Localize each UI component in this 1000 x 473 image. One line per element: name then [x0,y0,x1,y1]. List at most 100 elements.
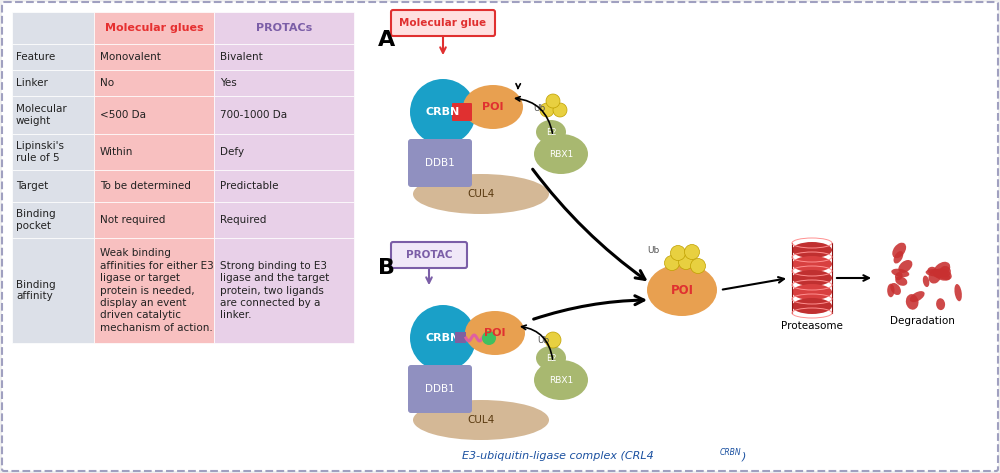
Ellipse shape [792,270,832,286]
Text: Not required: Not required [100,215,165,225]
Ellipse shape [792,256,832,272]
FancyArrowPatch shape [516,96,553,133]
Ellipse shape [892,243,906,258]
Ellipse shape [891,269,909,277]
Circle shape [482,331,496,345]
Text: Linker: Linker [16,78,48,88]
FancyBboxPatch shape [391,242,467,268]
Bar [94,96,214,134]
Text: Lipinski's
rule of 5: Lipinski's rule of 5 [16,141,64,163]
Ellipse shape [928,269,941,284]
Bar [12,170,94,202]
Text: CRBN: CRBN [426,107,460,117]
Bar [214,170,354,202]
Text: PROTAC: PROTAC [406,250,452,260]
Ellipse shape [792,298,832,314]
Text: Bivalent: Bivalent [220,52,263,62]
Text: Molecular
weight: Molecular weight [16,104,67,126]
Ellipse shape [792,242,832,258]
Bar [214,134,354,170]
Ellipse shape [534,360,588,400]
Text: Yes: Yes [220,78,237,88]
FancyArrowPatch shape [534,296,644,319]
Bar [94,238,214,343]
Ellipse shape [895,276,907,286]
Text: E2: E2 [546,353,556,362]
Text: 700-1000 Da: 700-1000 Da [220,110,287,120]
Ellipse shape [895,272,903,280]
Text: <500 Da: <500 Da [100,110,146,120]
Text: Molecular glues: Molecular glues [105,23,203,33]
Bar [214,44,354,70]
Bar [94,12,214,44]
Circle shape [678,254,694,270]
Ellipse shape [894,251,903,263]
Bar [214,12,354,44]
Ellipse shape [898,260,912,273]
Text: CUL4: CUL4 [467,189,495,199]
Circle shape [553,103,567,117]
FancyBboxPatch shape [452,103,472,121]
Ellipse shape [933,262,950,278]
Ellipse shape [934,269,952,280]
Ellipse shape [413,400,549,440]
Bar [12,238,94,343]
Text: Within: Within [100,147,133,157]
Text: Target: Target [16,181,48,191]
Ellipse shape [936,272,950,280]
Text: Weak binding
affinities for either E3
ligase or target
protein is needed,
displa: Weak binding affinities for either E3 li… [100,248,214,333]
Ellipse shape [910,291,925,302]
Text: Defy: Defy [220,147,244,157]
Ellipse shape [465,311,525,355]
FancyBboxPatch shape [408,365,472,413]
FancyArrowPatch shape [516,84,520,88]
Ellipse shape [413,174,549,214]
Text: Proteasome: Proteasome [781,321,843,331]
Text: Binding
affinity: Binding affinity [16,280,56,301]
Text: CUL4: CUL4 [467,415,495,425]
Text: E3-ubiquitin-ligase complex (CRL4: E3-ubiquitin-ligase complex (CRL4 [462,451,654,461]
Text: Feature: Feature [16,52,55,62]
Bar [12,202,94,238]
Ellipse shape [534,134,588,174]
Ellipse shape [939,266,951,278]
Ellipse shape [927,267,936,274]
FancyArrowPatch shape [522,325,553,359]
Bar [12,96,94,134]
Bar [455,332,466,343]
Circle shape [684,245,700,260]
Bar [214,96,354,134]
Circle shape [410,305,476,371]
FancyBboxPatch shape [408,139,472,187]
Bar [94,44,214,70]
Text: B: B [378,258,395,278]
Ellipse shape [647,264,717,316]
Bar [12,134,94,170]
Bar [94,70,214,96]
Text: Ub: Ub [537,335,549,344]
Bar [214,70,354,96]
Text: Degradation: Degradation [890,316,954,326]
Text: Monovalent: Monovalent [100,52,161,62]
Bar [94,170,214,202]
Ellipse shape [906,294,919,310]
Text: Required: Required [220,215,266,225]
Bar [214,238,354,343]
Circle shape [664,255,680,271]
Ellipse shape [923,276,929,287]
Text: RBX1: RBX1 [549,149,573,158]
Bar [94,202,214,238]
Text: To be determined: To be determined [100,181,191,191]
Text: Molecular glue: Molecular glue [399,18,487,28]
Ellipse shape [926,269,943,277]
Text: CRBN: CRBN [720,448,742,457]
Text: DDB1: DDB1 [425,384,455,394]
Text: POI: POI [482,102,504,112]
Text: E2: E2 [546,128,556,137]
Ellipse shape [536,346,566,370]
FancyArrowPatch shape [533,169,645,280]
Ellipse shape [463,85,523,129]
Circle shape [410,79,476,145]
Circle shape [690,259,706,273]
Circle shape [540,103,554,117]
